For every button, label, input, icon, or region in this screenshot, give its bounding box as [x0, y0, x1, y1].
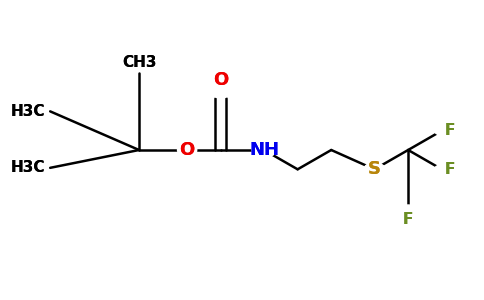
Circle shape	[211, 86, 230, 98]
Text: F: F	[444, 162, 454, 177]
Text: F: F	[444, 123, 454, 138]
Circle shape	[435, 126, 449, 135]
Text: O: O	[213, 71, 228, 89]
Text: F: F	[403, 212, 413, 227]
Text: S: S	[368, 160, 381, 178]
Circle shape	[401, 205, 415, 214]
Text: O: O	[213, 71, 228, 89]
Circle shape	[435, 165, 449, 174]
Text: CH3: CH3	[122, 55, 156, 70]
Text: O: O	[180, 141, 195, 159]
Circle shape	[364, 163, 385, 176]
Text: O: O	[180, 141, 195, 159]
Text: F: F	[403, 212, 413, 227]
Circle shape	[178, 144, 197, 156]
Text: CH3: CH3	[122, 55, 156, 70]
Text: F: F	[444, 123, 454, 138]
Text: H3C: H3C	[11, 104, 45, 119]
Text: H3C: H3C	[11, 160, 45, 175]
Text: F: F	[444, 162, 454, 177]
Text: S: S	[368, 160, 381, 178]
Circle shape	[252, 142, 276, 158]
Text: H3C: H3C	[11, 104, 45, 119]
Text: H3C: H3C	[11, 160, 45, 175]
Text: NH: NH	[249, 141, 279, 159]
Text: NH: NH	[249, 141, 279, 159]
